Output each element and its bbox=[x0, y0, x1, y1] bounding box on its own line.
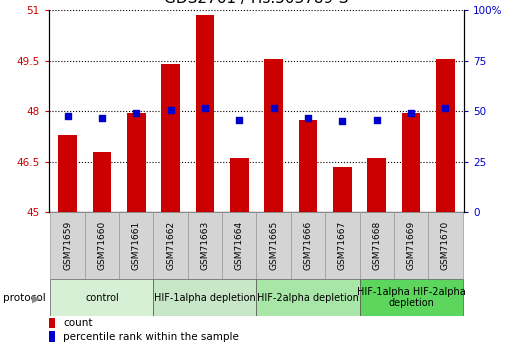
Bar bbox=[50, 279, 153, 316]
Bar bbox=[402, 113, 421, 212]
Bar bbox=[161, 64, 180, 212]
Bar bbox=[119, 212, 153, 279]
Bar bbox=[436, 59, 455, 212]
Bar bbox=[264, 59, 283, 212]
Text: GSM71660: GSM71660 bbox=[97, 221, 107, 270]
Text: GSM71668: GSM71668 bbox=[372, 221, 381, 270]
Bar bbox=[299, 120, 318, 212]
Text: HIF-2alpha depletion: HIF-2alpha depletion bbox=[257, 293, 359, 303]
Title: GDS2761 / Hs.503789-S: GDS2761 / Hs.503789-S bbox=[164, 0, 349, 7]
Bar bbox=[256, 279, 360, 316]
Text: control: control bbox=[85, 293, 119, 303]
Text: protocol: protocol bbox=[3, 294, 45, 303]
Point bbox=[201, 105, 209, 111]
Bar bbox=[49, 318, 54, 328]
Point bbox=[269, 105, 278, 111]
Point bbox=[338, 119, 346, 124]
Text: GSM71669: GSM71669 bbox=[406, 221, 416, 270]
Text: GSM71670: GSM71670 bbox=[441, 221, 450, 270]
Point bbox=[98, 115, 106, 121]
Point bbox=[407, 110, 415, 116]
Bar bbox=[256, 212, 291, 279]
Bar bbox=[85, 212, 119, 279]
Point bbox=[441, 105, 449, 111]
Bar bbox=[394, 212, 428, 279]
Text: GSM71665: GSM71665 bbox=[269, 221, 278, 270]
Text: count: count bbox=[63, 318, 93, 328]
Bar bbox=[153, 212, 188, 279]
Point bbox=[235, 117, 244, 122]
Bar bbox=[58, 135, 77, 212]
Bar bbox=[428, 212, 463, 279]
Point bbox=[64, 114, 72, 119]
Text: GSM71661: GSM71661 bbox=[132, 221, 141, 270]
Text: ▶: ▶ bbox=[32, 294, 41, 303]
Bar bbox=[153, 279, 256, 316]
Bar bbox=[333, 167, 352, 212]
Bar bbox=[127, 113, 146, 212]
Text: GSM71667: GSM71667 bbox=[338, 221, 347, 270]
Bar bbox=[50, 212, 85, 279]
Point bbox=[372, 117, 381, 122]
Text: HIF-1alpha depletion: HIF-1alpha depletion bbox=[154, 293, 256, 303]
Text: percentile rank within the sample: percentile rank within the sample bbox=[63, 332, 239, 342]
Bar bbox=[360, 212, 394, 279]
Text: GSM71659: GSM71659 bbox=[63, 221, 72, 270]
Text: HIF-1alpha HIF-2alpha
depletion: HIF-1alpha HIF-2alpha depletion bbox=[357, 287, 465, 308]
Bar bbox=[188, 212, 222, 279]
Text: GSM71666: GSM71666 bbox=[304, 221, 312, 270]
Bar bbox=[195, 16, 214, 212]
Text: GSM71662: GSM71662 bbox=[166, 221, 175, 270]
Text: GSM71664: GSM71664 bbox=[235, 221, 244, 270]
Bar bbox=[367, 158, 386, 212]
Point bbox=[132, 110, 141, 116]
Bar bbox=[230, 158, 249, 212]
Point bbox=[304, 115, 312, 121]
Bar bbox=[92, 152, 111, 212]
Bar bbox=[291, 212, 325, 279]
Point bbox=[167, 107, 175, 112]
Bar bbox=[222, 212, 256, 279]
Text: GSM71663: GSM71663 bbox=[201, 221, 209, 270]
Bar bbox=[49, 332, 54, 342]
Bar bbox=[325, 212, 360, 279]
Bar bbox=[360, 279, 463, 316]
